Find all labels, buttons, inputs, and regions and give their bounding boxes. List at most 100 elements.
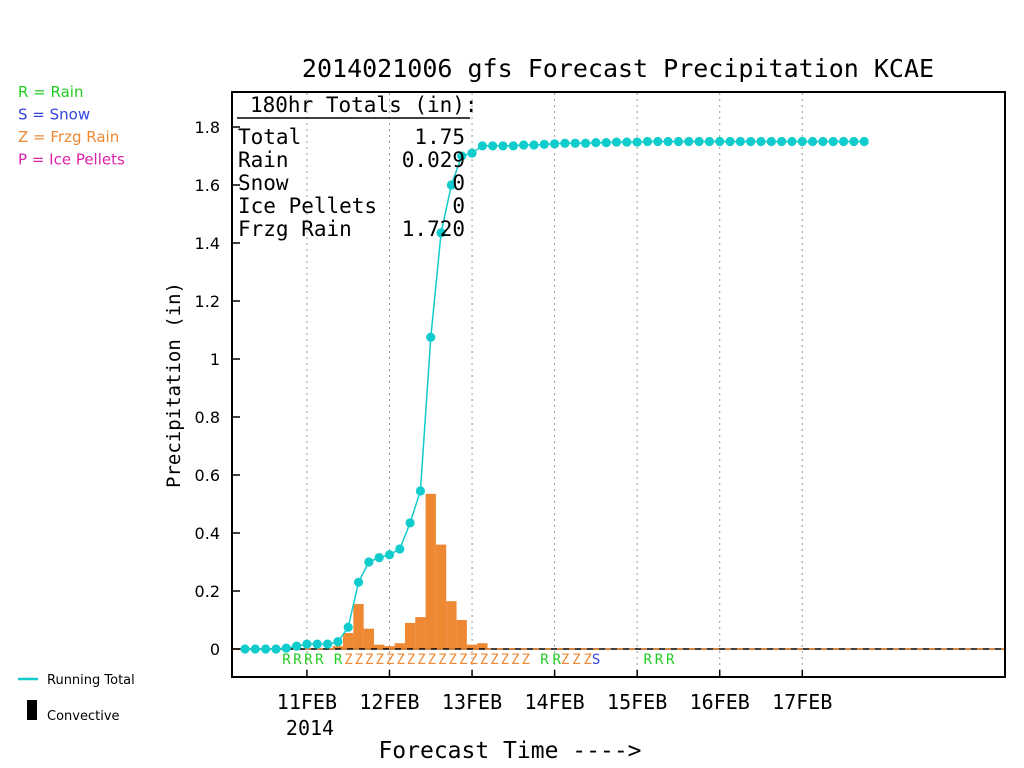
running-total-point [519, 140, 529, 150]
ptype-code: ZZZZZZZZZZZZZZZZZZ [344, 652, 530, 668]
running-total-point [312, 639, 322, 649]
y-tick-label: 1.6 [195, 176, 220, 195]
running-total-point [488, 141, 498, 151]
running-total-point [477, 141, 487, 151]
running-total-point [797, 136, 807, 147]
ptype-code: RRRR [282, 652, 324, 668]
totals-box: 180hr Totals (in): Total 1.75 Rain 0.029 Sno… [237, 93, 478, 241]
running-total-point [684, 136, 694, 147]
running-total-point [570, 138, 580, 148]
x-axis-label: Forecast Time ----> [378, 738, 641, 764]
totals-value: 1.720 [402, 217, 465, 241]
running-total-point [467, 148, 477, 158]
running-total-line [240, 136, 869, 654]
x-tick-label: 15FEB [607, 690, 667, 714]
running-total-point [364, 557, 374, 567]
y-tick-label: 0 [210, 640, 220, 659]
running-total-point [446, 180, 456, 190]
running-total-point [395, 544, 405, 554]
running-total-point [642, 136, 653, 147]
precip-bar [425, 493, 436, 649]
ptype-code: RR [540, 652, 561, 668]
running-total-point [436, 228, 446, 238]
ptype-legend-entry: P = Ice Pellets [18, 151, 125, 169]
running-total-point [777, 136, 787, 147]
ptype-legend-entry: Z = Frzg Rain [18, 128, 119, 146]
running-total-point [746, 136, 756, 147]
totals-value: 0 [452, 171, 465, 195]
precip-bar [404, 622, 416, 649]
series-legend: Running Total Convective [18, 673, 135, 724]
running-total-point [694, 136, 704, 147]
running-total-point [808, 136, 818, 147]
precip-bar [446, 601, 457, 649]
ptype-legend-entry: R = Rain [18, 83, 84, 101]
x-axis: 11FEB 12FEB 13FEB 14FEB 15FEB 16FEB 17FEB [277, 670, 832, 714]
running-total-point [828, 136, 838, 147]
plot-frame [231, 91, 1006, 678]
x-tick-label: 16FEB [690, 690, 750, 714]
running-total-point [611, 137, 622, 147]
ptype-strip: RRRR R ZZZZZZZZZZZZZZZZZZ RR ZZZ S RRR [282, 652, 675, 668]
ptype-code: S [592, 652, 600, 668]
vertical-grid [306, 93, 803, 676]
running-total-point [343, 622, 353, 632]
y-tick-label: 1.2 [195, 292, 220, 311]
precip-bar [332, 646, 344, 649]
totals-label: Frzg Rain [238, 217, 352, 241]
running-total-point [292, 641, 302, 651]
running-total-point [333, 637, 343, 647]
y-tick-label: 0.2 [195, 582, 220, 601]
precip-bar [415, 617, 426, 649]
precip-bar [363, 628, 374, 649]
running-total-point [591, 138, 601, 148]
legend-bar-swatch [27, 700, 37, 720]
running-total-point [405, 518, 415, 528]
precip-bar [456, 620, 467, 649]
totals-label: Total [238, 125, 301, 149]
running-total-point [426, 332, 436, 342]
running-total-point [580, 138, 591, 148]
x-tick-label: 11FEB [277, 690, 337, 714]
running-total-point [818, 136, 828, 147]
series-legend-entry: Convective [47, 709, 120, 724]
running-total-point [766, 136, 776, 147]
y-axis: 0 0.2 0.4 0.6 0.8 1 1.2 1.4 1.6 1.8 [195, 118, 240, 659]
running-total-point [787, 136, 797, 147]
running-total-point [529, 140, 539, 150]
running-total-point [838, 136, 849, 147]
totals-value: 0 [452, 194, 465, 218]
precip-bar [384, 646, 395, 649]
y-tick-label: 1.8 [195, 118, 220, 137]
x-tick-label: 17FEB [772, 690, 832, 714]
totals-label: Snow [238, 171, 289, 195]
running-total-point [653, 136, 663, 147]
running-total-point [725, 136, 735, 147]
running-total-point [384, 550, 395, 560]
precip-bar [374, 644, 385, 649]
running-total-point [302, 639, 312, 649]
series-legend-entry: Running Total [47, 673, 135, 688]
y-tick-label: 1.4 [195, 234, 220, 253]
running-total-point [322, 639, 333, 649]
y-tick-label: 0.6 [195, 466, 220, 485]
totals-label: Rain [238, 148, 289, 172]
running-total-point [735, 136, 745, 147]
running-total-point [632, 137, 642, 147]
precip-bar [353, 604, 364, 649]
running-total-point [261, 644, 271, 654]
running-total-point [859, 136, 869, 147]
running-total-point [560, 138, 570, 148]
totals-value: 0.029 [402, 148, 465, 172]
precip-bar [394, 643, 405, 649]
y-tick-label: 0.4 [195, 524, 220, 543]
running-total-point [498, 141, 508, 151]
running-total-point [601, 138, 611, 148]
totals-label: Ice Pellets [238, 194, 377, 218]
chart-title: 2014021006 gfs Forecast Precipitation KC… [302, 54, 934, 83]
y-tick-label: 0.8 [195, 408, 220, 427]
running-total-point [539, 139, 549, 149]
running-total-point [756, 136, 766, 147]
running-total-point [704, 136, 715, 147]
running-total-point [250, 644, 260, 654]
